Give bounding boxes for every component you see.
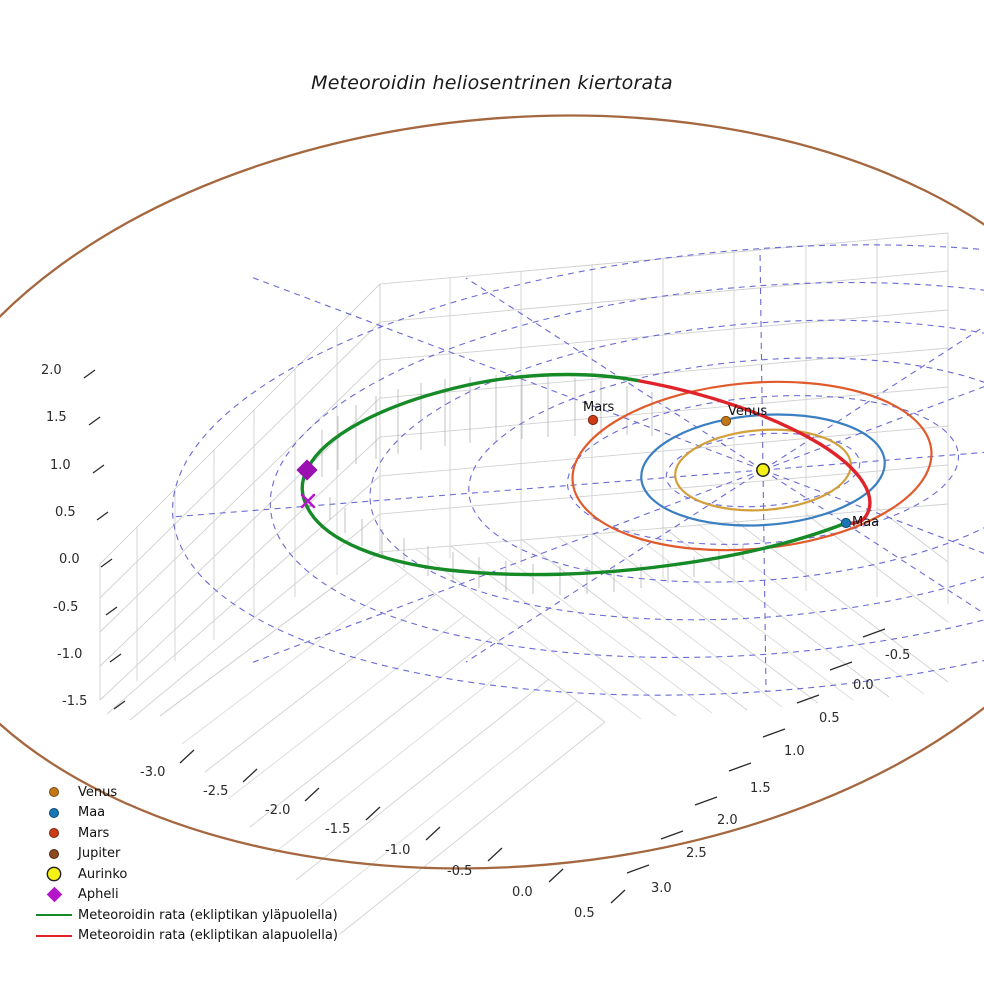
- x-tick-5: -0.5: [447, 864, 473, 879]
- aphelion-diamond-icon: [30, 886, 78, 903]
- orbit-venus: [674, 428, 852, 512]
- x-tick-6: 0.0: [512, 885, 533, 900]
- y-tick-1: 0.0: [853, 678, 874, 693]
- maa-label: Maa: [852, 515, 880, 530]
- legend-label: Maa: [78, 805, 106, 821]
- legend-label: Apheli: [78, 887, 119, 903]
- y-tick-2: 0.5: [819, 711, 840, 726]
- body-markers: [296, 414, 852, 529]
- ecliptic-polar-grid: [170, 244, 984, 696]
- x-tick-4: -1.0: [385, 843, 411, 858]
- legend-label: Meteoroidin rata (ekliptikan yläpuolella…: [78, 907, 338, 923]
- venus-marker: [720, 415, 732, 427]
- jupiter-marker-icon: [30, 849, 78, 858]
- z-tick-0: 2.0: [41, 363, 62, 378]
- aphelion-marker: [296, 459, 318, 481]
- green-line-icon: [30, 914, 78, 917]
- z-tick-7: -1.5: [62, 694, 88, 709]
- legend-item-maa[interactable]: Maa: [30, 803, 360, 824]
- z-tick-5: -0.5: [53, 600, 79, 615]
- node-cross-marker: [300, 493, 316, 509]
- legend-item-aurinko[interactable]: Aurinko: [30, 864, 360, 885]
- legend-label: Mars: [78, 825, 110, 841]
- legend-item-mars[interactable]: Mars: [30, 823, 360, 844]
- orbit-meteoroid-above: [300, 372, 848, 577]
- y-tick-7: 3.0: [651, 881, 672, 896]
- venus-label: Venus: [728, 404, 768, 419]
- venus-marker-icon: [30, 788, 78, 797]
- x-tick-1: -2.5: [203, 784, 229, 799]
- z-tick-6: -1.0: [57, 647, 83, 662]
- y-tick-6: 2.5: [686, 846, 707, 861]
- z-tick-4: 0.0: [59, 552, 80, 567]
- orbit-meteoroid-below: [638, 379, 872, 525]
- z-tick-2: 1.0: [50, 458, 71, 473]
- x-tick-0: -3.0: [140, 765, 166, 780]
- mars-marker-icon: [30, 829, 78, 838]
- y-tick-5: 2.0: [717, 813, 738, 828]
- legend-item-orbit-above[interactable]: Meteoroidin rata (ekliptikan yläpuolella…: [30, 905, 360, 926]
- x-tick-7: 0.5: [574, 906, 595, 921]
- y-tick-3: 1.0: [784, 744, 805, 759]
- maa-marker: [840, 517, 852, 529]
- axis-tick-marks: [83, 369, 886, 904]
- orbit-meteoroid: [300, 372, 872, 577]
- red-line-icon: [30, 934, 78, 937]
- legend-item-apheli[interactable]: Apheli: [30, 885, 360, 906]
- z-tick-3: 0.5: [55, 505, 76, 520]
- orbit-droplines: [321, 375, 744, 595]
- page-title: Meteoroidin heliosentrinen kiertorata: [311, 72, 673, 94]
- legend-item-jupiter[interactable]: Jupiter: [30, 844, 360, 865]
- mars-label: Mars: [583, 400, 615, 415]
- x-tick-2: -2.0: [265, 803, 291, 818]
- legend-label: Venus: [78, 784, 118, 800]
- z-tick-1: 1.5: [46, 410, 67, 425]
- legend-item-orbit-below[interactable]: Meteoroidin rata (ekliptikan alapuolella…: [30, 926, 360, 947]
- mars-marker: [587, 414, 599, 426]
- legend-label: Jupiter: [78, 846, 121, 862]
- orbit-jupiter: [0, 114, 984, 870]
- earth-marker-icon: [30, 808, 78, 817]
- x-tick-3: -1.5: [325, 822, 351, 837]
- legend: Venus Maa Mars Jupiter Aurinko: [30, 782, 360, 946]
- y-tick-0: -0.5: [885, 648, 911, 663]
- y-tick-4: 1.5: [750, 781, 771, 796]
- legend-label: Aurinko: [78, 866, 128, 882]
- legend-label: Meteoroidin rata (ekliptikan alapuolella…: [78, 928, 338, 944]
- sun-marker: [756, 463, 770, 477]
- axes-pane-gridlines: [99, 232, 949, 935]
- sun-marker-icon: [30, 868, 78, 881]
- legend-item-venus[interactable]: Venus: [30, 782, 360, 803]
